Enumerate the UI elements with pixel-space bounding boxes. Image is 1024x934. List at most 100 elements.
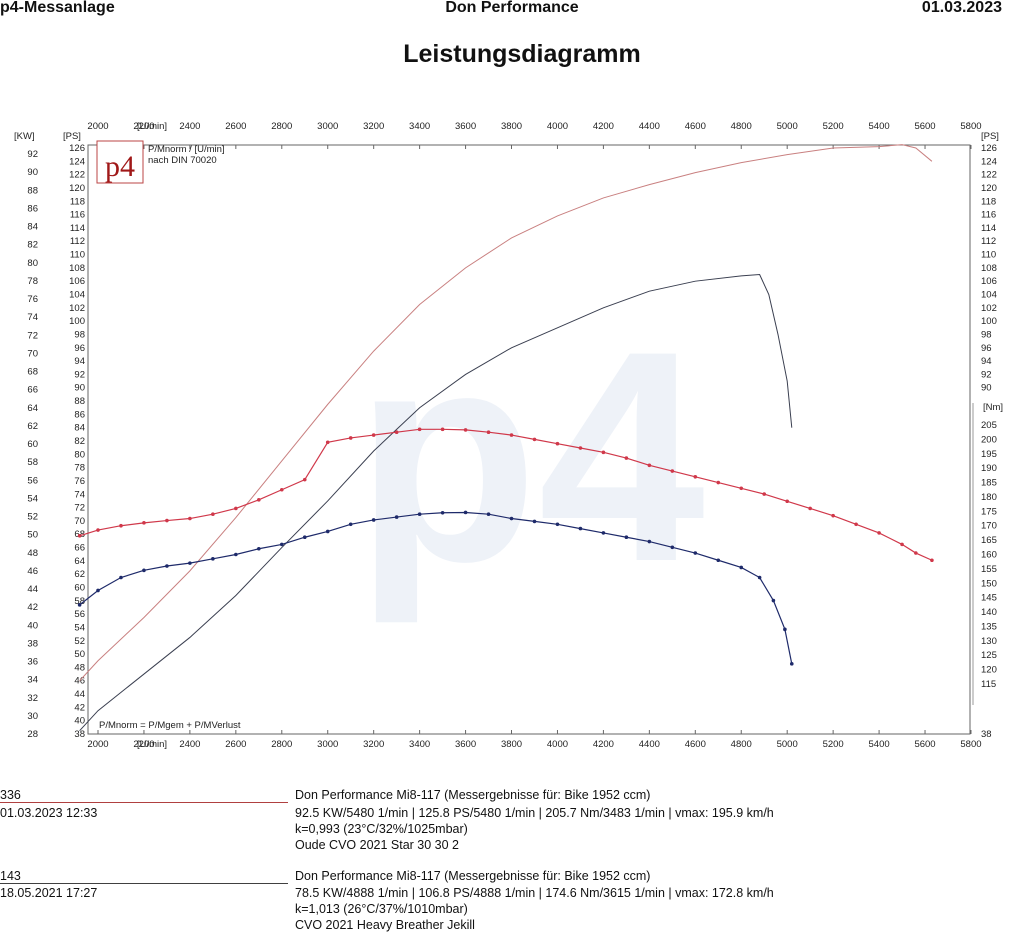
legend-line-1: P/Mnorm / [U/min] (148, 144, 225, 155)
record-2-datetime: 18.05.2021 17:27 (0, 886, 98, 900)
ps-left-tick-label: 48 (74, 662, 85, 673)
series-3-point (77, 533, 82, 538)
ps-left-tick-label: 102 (69, 303, 85, 314)
ps-left-tick-label: 40 (74, 716, 85, 727)
series-3-point (394, 430, 399, 434)
series-4-point (771, 598, 776, 603)
ps-right-tick-label: 124 (981, 156, 997, 167)
ps-right-tick-label: 126 (981, 143, 997, 154)
series-3-point (188, 516, 192, 521)
series-4-point (555, 522, 560, 527)
x-tick-label-top: 5400 (869, 121, 890, 132)
kw-tick-label: 68 (27, 367, 38, 378)
x-tick-label-bottom: 3200 (363, 739, 384, 750)
nm-tick-label: 160 (981, 550, 997, 561)
kw-tick-label: 50 (27, 530, 38, 541)
series-4-point (96, 588, 100, 593)
series-3-point (555, 441, 560, 446)
x-tick-label-bottom: 2600 (225, 739, 246, 750)
x-tick-label-top: 4600 (685, 121, 706, 132)
bottom-note: P/Mnorm = P/Mgem + P/MVerlust (99, 720, 241, 731)
series-3-point (486, 430, 491, 434)
series-4-point (789, 662, 794, 666)
series-4-point (486, 512, 491, 517)
ps-left-tick-label: 86 (74, 409, 85, 420)
nm-tick-label: 115 (981, 679, 996, 690)
ps-left-tick-label: 110 (70, 250, 85, 261)
legend-line-2: nach DIN 70020 (148, 155, 217, 166)
series-3-point (325, 440, 330, 445)
series-4-point (739, 565, 744, 570)
ps-left-tick-label: 66 (74, 543, 85, 554)
series-4-point (142, 568, 146, 573)
ps-right-tick-label: 96 (981, 343, 992, 354)
series-3-point (624, 456, 629, 460)
series-3-point (463, 428, 468, 432)
series-3-point (279, 487, 284, 492)
nm-bottom-label: 38 (981, 729, 992, 740)
ps-right-tick-label: 92 (981, 369, 992, 380)
ps-left-tick-label: 72 (74, 503, 85, 514)
series-4-point (624, 535, 629, 540)
x-tick-label-top: 5800 (960, 121, 981, 132)
nm-tick-label: 155 (981, 564, 997, 575)
kw-tick-label: 88 (27, 185, 38, 196)
plot-frame (87, 144, 971, 735)
x-tick-label-top: 2000 (87, 121, 108, 132)
series-4-point (211, 557, 215, 561)
nm-tick-label: 130 (981, 636, 997, 647)
series-3-point (647, 463, 652, 468)
page-title: Leistungsdiagramm (403, 40, 641, 68)
series-3-point (348, 436, 353, 440)
series-3-point (417, 427, 422, 432)
ps-right-tick-label: 104 (981, 290, 997, 301)
x-tick-label-bottom: 5400 (869, 739, 890, 750)
ps-right-tick-label: 94 (981, 356, 992, 367)
kw-tick-label: 66 (27, 385, 38, 396)
ps-left-tick-label: 82 (74, 436, 85, 447)
nm-tick-label: 175 (981, 506, 997, 517)
ps-left-tick-label: 92 (74, 369, 85, 380)
x-tick-label-bottom: 4800 (731, 739, 752, 750)
ps-left-tick-label: 116 (70, 210, 85, 221)
nm-tick-label: 170 (981, 521, 997, 532)
nm-tick-label: 200 (981, 434, 997, 445)
record-1-values: 92.5 KW/5480 1/min | 125.8 PS/5480 1/min… (295, 806, 774, 820)
series-4-line (79, 511, 793, 664)
series-3-point (831, 513, 835, 518)
series-3-point (532, 437, 537, 442)
x-tick-label-top: 5600 (914, 121, 935, 132)
series-3-point (119, 523, 123, 528)
ps-left-tick-label: 60 (74, 583, 85, 594)
x-tick-label-top: 2800 (271, 121, 292, 132)
nm-tick-label: 125 (981, 650, 997, 661)
ps-left-tick-label: 112 (70, 236, 85, 247)
series-4-point (348, 522, 353, 527)
x-tick-label-bottom: 4600 (685, 739, 706, 750)
ps-left-tick-label: 52 (74, 636, 85, 647)
series-4-point (257, 546, 261, 551)
series-4-point (670, 545, 675, 550)
kw-tick-label: 82 (27, 240, 38, 251)
series-4-point (578, 526, 583, 531)
ps-left-tick-label: 54 (74, 622, 85, 633)
series-2-line (79, 273, 793, 732)
x-tick-label-top: 4800 (731, 121, 752, 132)
series-3-point (693, 475, 698, 479)
record-1-title: Don Performance Mi8-117 (Messergebnisse … (295, 788, 651, 802)
ps-left-tick-label: 118 (70, 196, 85, 207)
x-tick-label-bottom: 4400 (639, 739, 660, 750)
series-3-point (716, 480, 721, 485)
series-3-point (762, 492, 767, 496)
record-1-run-no: 336 (0, 788, 21, 802)
series-3-point (234, 506, 238, 511)
series-4-point (77, 603, 82, 607)
nm-tick-label: 140 (981, 607, 997, 618)
record-2-line (0, 883, 288, 884)
x-tick-label-bottom: 5800 (960, 739, 981, 750)
record-1-datetime: 01.03.2023 12:33 (0, 806, 98, 820)
x-tick-label-top: 3200 (363, 121, 384, 132)
series-3-point (854, 522, 858, 527)
ps-right-axis-unit: [PS] (981, 131, 999, 142)
series-1-line (79, 144, 933, 682)
